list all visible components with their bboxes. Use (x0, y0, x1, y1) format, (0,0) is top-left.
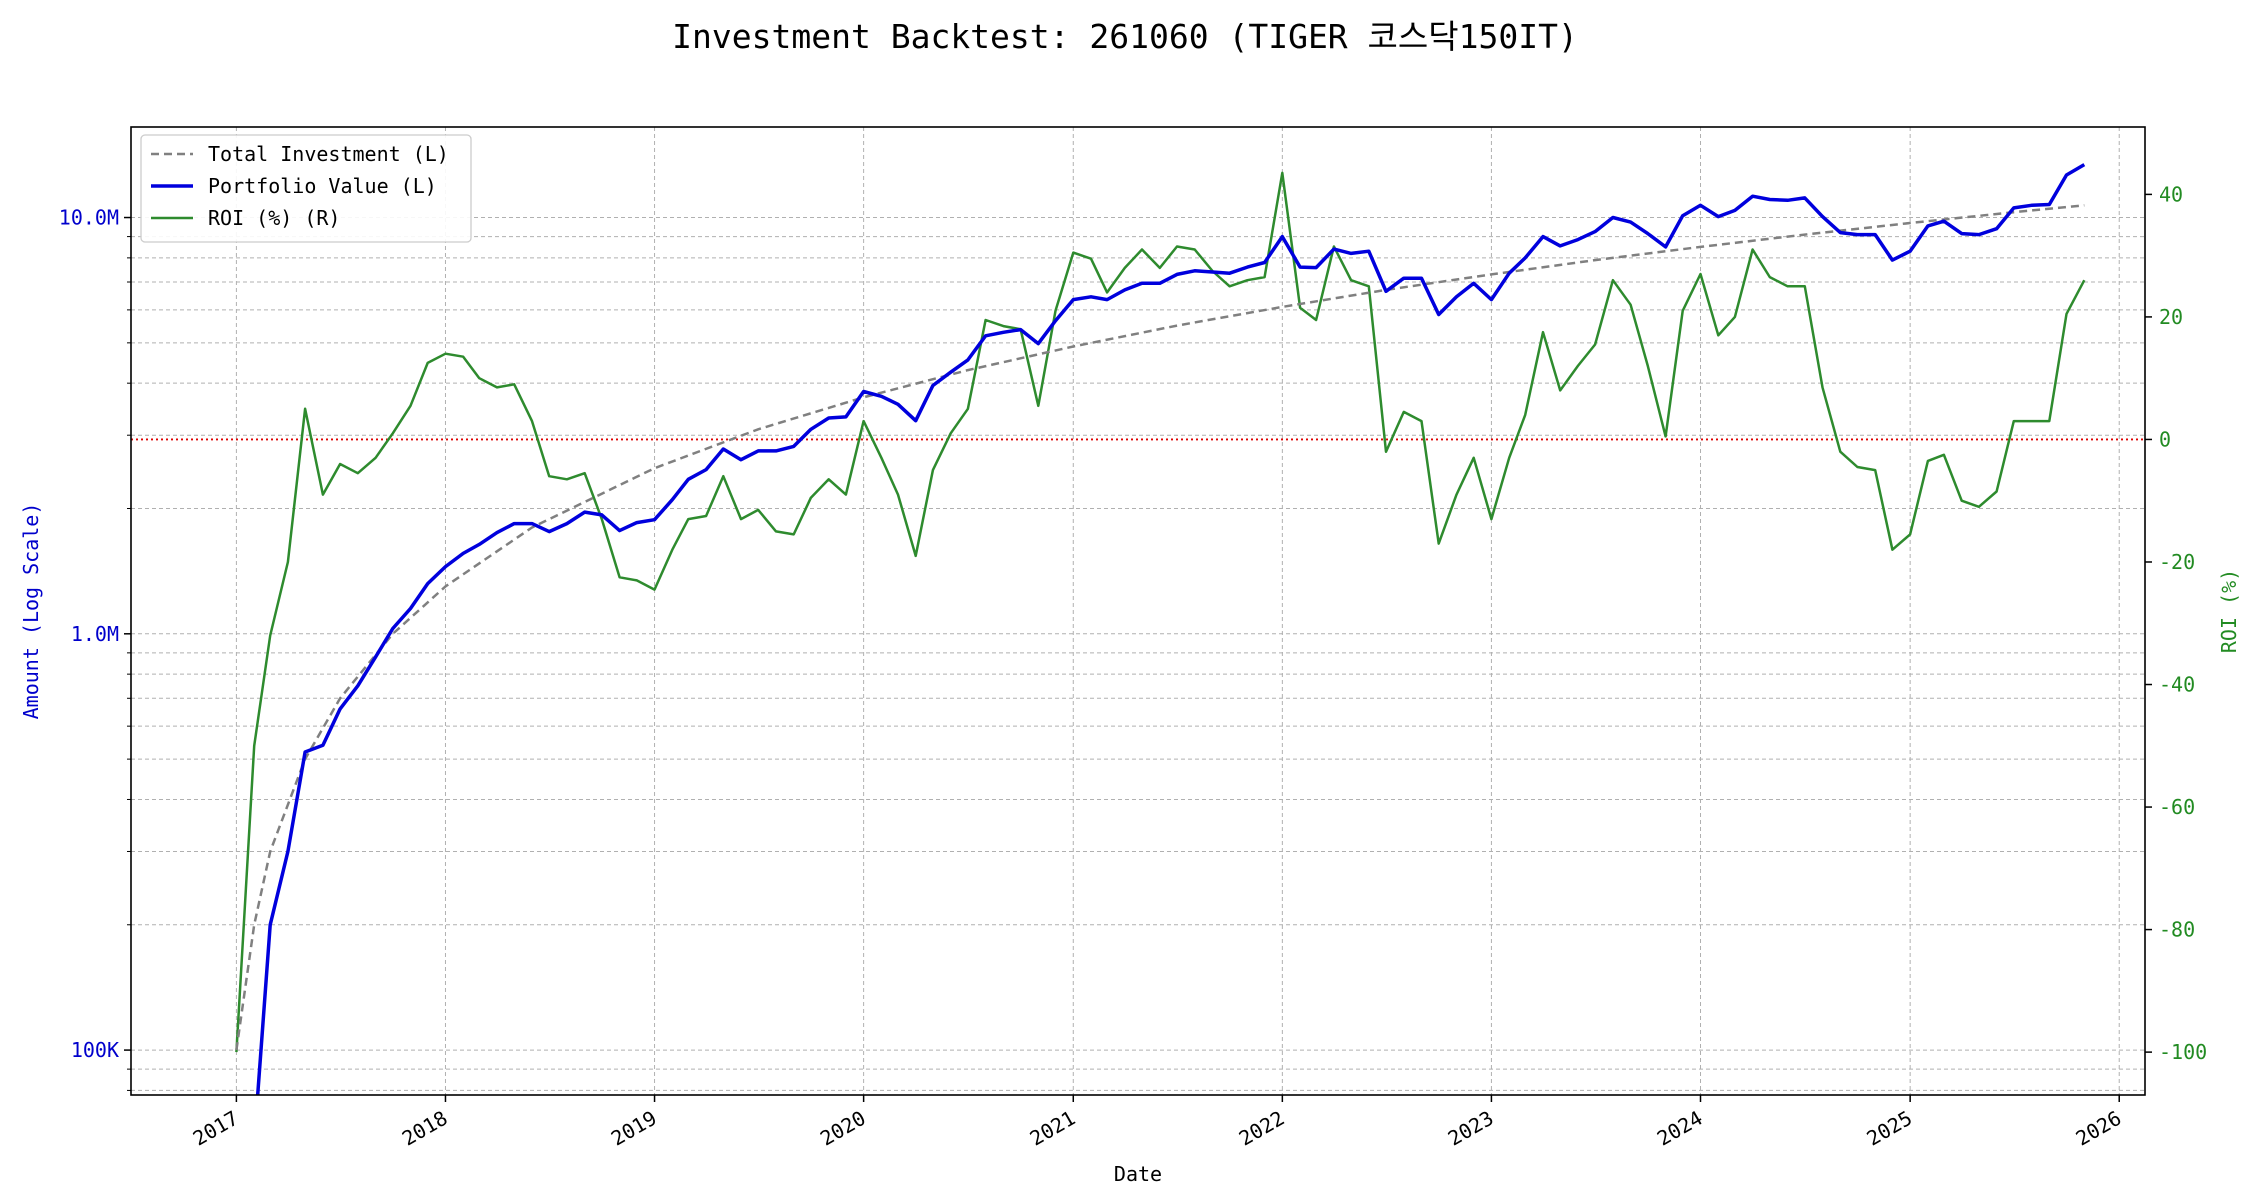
left-tick-label: 100K (71, 1038, 119, 1062)
left-tick-label: 1.0M (71, 622, 119, 646)
right-tick-label: -40 (2159, 673, 2195, 697)
legend-label-portfolio-value: Portfolio Value (L) (208, 174, 437, 198)
legend-label-total-investment: Total Investment (L) (208, 142, 449, 166)
left-axis-ticks: 100K 1.0M 10.0M (59, 206, 131, 1091)
left-tick-label: 10.0M (59, 206, 119, 230)
line-total-investment (235, 204, 2085, 1051)
right-tick-label: -60 (2159, 795, 2195, 819)
chart-title: Investment Backtest: 261060 (TIGER 코스닥15… (672, 17, 1578, 56)
right-tick-label: 20 (2159, 305, 2183, 329)
right-tick-label: 0 (2159, 427, 2171, 451)
right-tick-label: -80 (2159, 918, 2195, 942)
right-tick-label: -20 (2159, 550, 2195, 574)
right-tick-label: 40 (2159, 182, 2183, 206)
right-axis-ticks: -100 -80 -60 -40 -20 0 20 40 (2145, 182, 2207, 1064)
line-roi (235, 171, 2086, 1053)
legend: Total Investment (L) Portfolio Value (L)… (140, 134, 472, 243)
legend-box (140, 134, 472, 243)
series-lines (235, 163, 2086, 1095)
left-axis-label: Amount (Log Scale) (19, 503, 43, 720)
x-axis-label: Date (1114, 1162, 1162, 1186)
right-axis-label: ROI (%) (2217, 569, 2241, 653)
legend-label-roi: ROI (%) (R) (208, 206, 340, 230)
right-tick-label: -100 (2159, 1040, 2207, 1064)
line-portfolio-value (255, 163, 2086, 1095)
grid-lines (131, 127, 2145, 1095)
plot-frame (130, 126, 2146, 1096)
